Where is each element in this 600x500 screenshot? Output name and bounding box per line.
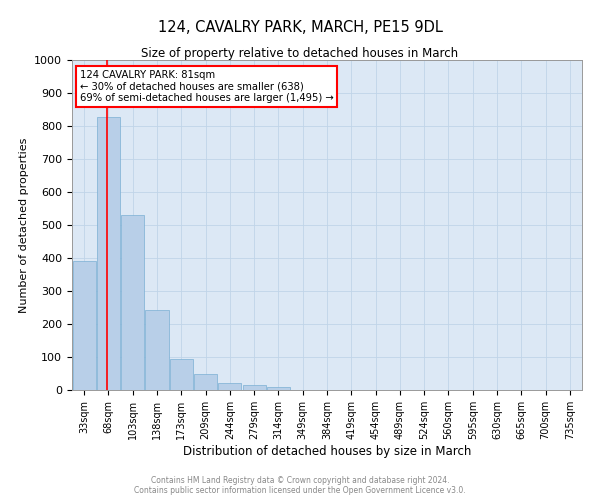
Bar	[267, 386, 290, 390]
X-axis label: Distribution of detached houses by size in March: Distribution of detached houses by size …	[183, 444, 471, 458]
Bar	[218, 382, 241, 390]
Bar	[73, 262, 95, 390]
Bar	[194, 374, 217, 390]
Text: 124, CAVALRY PARK, MARCH, PE15 9DL: 124, CAVALRY PARK, MARCH, PE15 9DL	[158, 20, 442, 35]
Bar	[121, 215, 144, 390]
Text: Size of property relative to detached houses in March: Size of property relative to detached ho…	[142, 48, 458, 60]
Text: Contains HM Land Registry data © Crown copyright and database right 2024.
Contai: Contains HM Land Registry data © Crown c…	[134, 476, 466, 495]
Bar	[145, 310, 169, 390]
Bar	[242, 385, 266, 390]
Bar	[97, 117, 120, 390]
Bar	[170, 358, 193, 390]
Y-axis label: Number of detached properties: Number of detached properties	[19, 138, 29, 312]
Text: 124 CAVALRY PARK: 81sqm
← 30% of detached houses are smaller (638)
69% of semi-d: 124 CAVALRY PARK: 81sqm ← 30% of detache…	[80, 70, 334, 103]
